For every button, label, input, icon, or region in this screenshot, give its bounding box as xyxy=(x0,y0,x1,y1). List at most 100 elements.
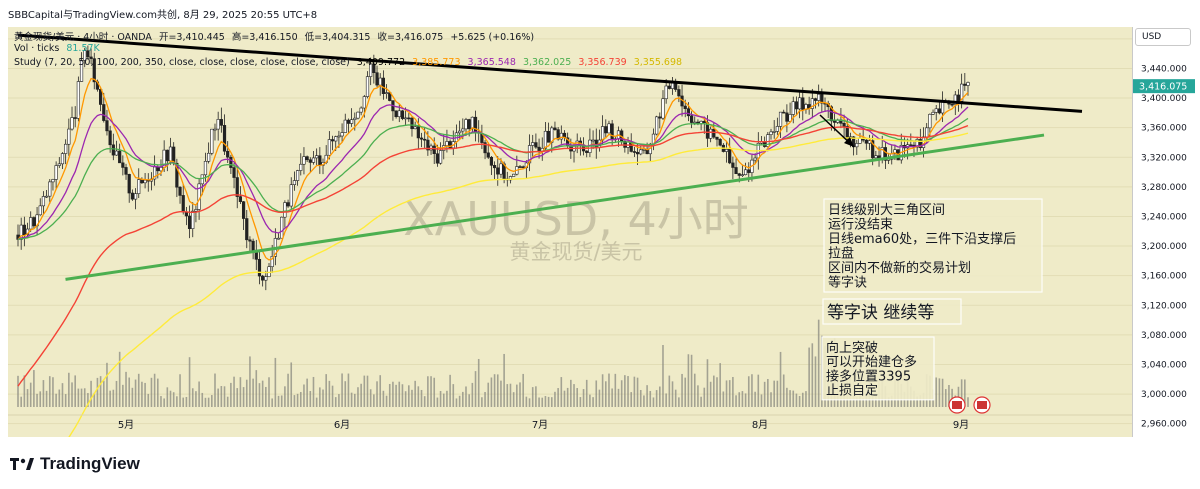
volume-bar xyxy=(633,376,636,407)
candle-body xyxy=(92,58,96,83)
volume-bar xyxy=(280,395,283,407)
volume-bar xyxy=(690,354,693,407)
candle-body xyxy=(915,139,919,148)
volume-bar xyxy=(471,382,474,407)
volume-bar xyxy=(716,377,718,407)
volume-bar xyxy=(398,381,401,407)
volume-label: Vol · ticks xyxy=(14,43,60,54)
volume-bar xyxy=(306,378,308,407)
candle-body xyxy=(203,160,208,176)
tradingview-logo[interactable]: TradingView xyxy=(10,454,140,474)
price-axis[interactable]: 2,960.000 3,000.000 3,040.000 3,080.000 3,12… xyxy=(1132,27,1195,437)
volume-bar xyxy=(487,382,490,407)
ema-line-350 xyxy=(68,132,969,437)
flag-icon-1-body xyxy=(952,401,962,409)
candle-body xyxy=(51,179,55,183)
candle-body xyxy=(709,128,713,139)
volume-bar xyxy=(538,397,540,407)
candle-body xyxy=(496,167,500,175)
volume-bar xyxy=(382,390,385,407)
candle-body xyxy=(108,130,112,146)
volume-bar xyxy=(728,380,731,407)
candle-body xyxy=(343,119,347,133)
candle-body xyxy=(64,143,68,154)
volume-bar xyxy=(557,388,559,407)
volume-bar xyxy=(570,379,572,407)
candle-body xyxy=(165,149,169,162)
volume-bar xyxy=(665,393,667,407)
candle-body xyxy=(486,152,490,158)
y-tick-label: 3,240.000 xyxy=(1141,212,1187,222)
candle-body xyxy=(299,163,303,171)
candle-body xyxy=(950,103,954,106)
volume-bar xyxy=(592,397,594,407)
candle-body xyxy=(118,150,122,164)
volume-bar xyxy=(519,382,521,407)
candle-body xyxy=(778,111,783,127)
volume-bar xyxy=(674,389,677,407)
volume-bar xyxy=(166,387,169,407)
candle-body xyxy=(330,139,335,142)
candle-body xyxy=(728,149,732,164)
candle-body xyxy=(38,205,42,216)
volume-bar xyxy=(554,391,556,407)
volume-bar xyxy=(573,384,575,407)
y-tick-label: 3,400.000 xyxy=(1141,94,1187,104)
annotation-main-box-line: 区间内不做新的交易计划 xyxy=(828,260,971,276)
volume-bar xyxy=(185,396,188,407)
volume-bar xyxy=(322,389,324,407)
candle-body xyxy=(200,174,204,185)
header-source: SBBCapital与TradingView.com共创 xyxy=(8,10,177,21)
candle-body xyxy=(210,128,214,154)
candle-body xyxy=(57,163,61,166)
currency-button[interactable]: USD xyxy=(1135,28,1191,46)
volume-bar xyxy=(503,353,505,407)
volume-bar xyxy=(624,375,626,407)
candle-body xyxy=(855,143,859,148)
chart-area[interactable]: XAUUSD, 4小时 黄金现货/美元 日线级别大三角区间 运行没结束 日线ema60处… xyxy=(8,27,1132,437)
volume-bar xyxy=(506,384,509,407)
volume-bar xyxy=(643,395,645,407)
volume-bar xyxy=(408,385,410,407)
volume-bar xyxy=(17,375,19,407)
candle-body xyxy=(216,119,220,130)
candle-body xyxy=(232,167,236,178)
candle-body xyxy=(934,108,938,113)
volume-bar xyxy=(36,393,38,407)
flag-icon-1 xyxy=(948,396,966,414)
volume-bar xyxy=(303,384,305,407)
volume-bar xyxy=(423,396,426,407)
volume-bar xyxy=(353,393,356,407)
trendline-upper xyxy=(17,33,1083,113)
volume-bar xyxy=(500,380,502,407)
volume-bar xyxy=(331,385,334,407)
volume-bar xyxy=(68,372,70,407)
candle-body xyxy=(22,224,26,236)
candle-body xyxy=(937,108,942,114)
volume-bar xyxy=(153,373,156,407)
candle-body xyxy=(353,117,357,120)
candle-body xyxy=(712,128,716,138)
candle-body xyxy=(264,276,268,281)
volume-bar xyxy=(328,380,331,407)
candle-body xyxy=(966,82,970,86)
candle-body xyxy=(686,108,691,117)
candle-body xyxy=(715,136,719,140)
ema-line-200 xyxy=(17,124,969,387)
volume-bar xyxy=(516,384,518,407)
volume-bar xyxy=(369,389,372,407)
volume-bar xyxy=(109,390,111,407)
candle-body xyxy=(381,77,385,94)
annotation-wait-box-bg xyxy=(822,298,962,325)
volume-bar xyxy=(141,381,143,407)
candle-body xyxy=(340,132,344,137)
flag-icon-2-body xyxy=(977,401,987,409)
candle-body xyxy=(467,119,471,130)
volume-bar xyxy=(131,387,134,407)
volume-bar xyxy=(496,374,499,407)
volume-bar xyxy=(770,392,772,407)
volume-bar xyxy=(433,377,436,407)
volume-bar xyxy=(678,397,680,407)
volume-bar xyxy=(77,388,80,407)
